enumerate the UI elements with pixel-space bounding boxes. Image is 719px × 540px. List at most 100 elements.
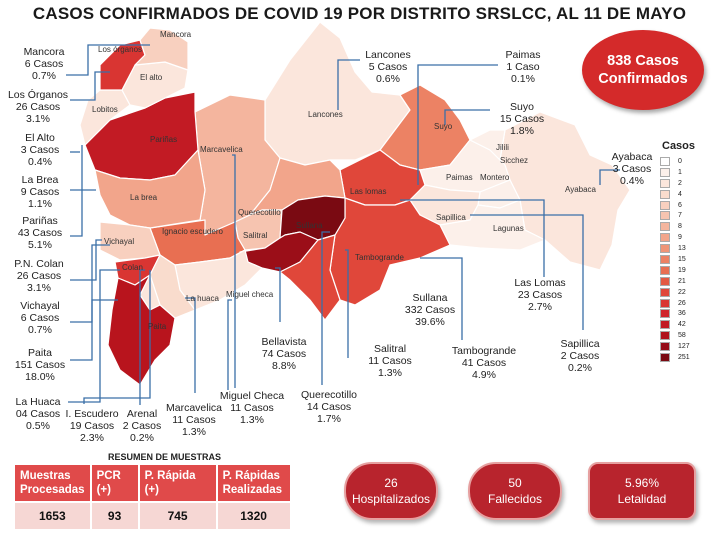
legend-swatch — [660, 167, 670, 177]
legend-item: 13 — [660, 243, 690, 254]
map-label-paimas: Paimas — [446, 173, 473, 182]
label-salitral: Salitral 11 Casos 1.3% — [368, 343, 412, 379]
legend-item: 8 — [660, 221, 690, 232]
resumen-header-row: Muestras Procesadas PCR (+) P. Rápida (+… — [15, 465, 290, 501]
value-pcr: 93 — [91, 503, 138, 529]
legend-item: 7 — [660, 210, 690, 221]
legend-label: 6 — [678, 201, 682, 209]
map-label-ayabaca: Ayabaca — [565, 185, 596, 194]
label-querecotillo: Querecotillo 14 Casos 1.7% — [300, 389, 358, 425]
legend-label: 8 — [678, 223, 682, 231]
district-la-brea — [94, 149, 206, 229]
legend-swatch — [660, 309, 670, 319]
label-paimas: Paimas 1 Caso 0.1% — [505, 49, 541, 85]
label-arenal: Arenal 2 Casos 0.2% — [122, 408, 162, 444]
map-label-marcavelica: Marcavelica — [200, 145, 243, 154]
total-cases-count: 838 Casos — [607, 53, 679, 69]
legend-item: 9 — [660, 232, 690, 243]
legend-label: 26 — [678, 299, 686, 307]
legend-label: 21 — [678, 277, 686, 285]
header-prapida: P. Rápida (+) — [139, 465, 216, 501]
map-label-lancones: Lancones — [308, 110, 343, 119]
legend-swatch — [660, 320, 670, 330]
map-label-mancora: Mancora — [160, 30, 192, 39]
district-paita — [107, 274, 176, 386]
map-label-salitral: Salitral — [243, 231, 268, 240]
resumen-value-row: 1653 93 745 1320 — [15, 503, 290, 529]
map-label-montero: Montero — [480, 173, 510, 182]
label-suyo: Suyo 15 Casos 1.8% — [499, 101, 545, 137]
label-elalto: El Alto 3 Casos 0.4% — [20, 132, 60, 168]
legend-swatch — [660, 254, 670, 264]
map-label-organos: Los órganos — [98, 45, 143, 54]
value-muestras: 1653 — [15, 503, 90, 529]
legend-label: 251 — [678, 353, 690, 361]
label-laslomas: Las Lomas 23 Casos 2.7% — [514, 277, 566, 313]
label-ayabaca: Ayabaca 3 Casos 0.4% — [611, 151, 653, 187]
hospitalizados-value: 26 — [384, 476, 398, 490]
legend-swatch — [660, 222, 670, 232]
legend-swatch — [660, 200, 670, 210]
label-sapillica: Sapillica 2 Casos 0.2% — [560, 338, 600, 374]
legend-label: 2 — [678, 179, 682, 187]
fallecidos-badge: 50 Fallecidos — [468, 462, 562, 520]
total-cases-badge: 838 Casos Confirmados — [582, 30, 704, 110]
letalidad-label: Letalidad — [617, 492, 667, 506]
legend-swatch — [660, 244, 670, 254]
map-label-sicchez: Sicchez — [500, 156, 529, 165]
map-label-laslomas: Las lomas — [350, 187, 387, 196]
resumen-title: RESUMEN DE MUESTRAS — [108, 452, 222, 462]
legend-item: 6 — [660, 200, 690, 211]
fallecidos-value: 50 — [508, 476, 522, 490]
label-miguelcheca: Miguel Checa 11 Casos 1.3% — [219, 390, 285, 426]
legend-label: 36 — [678, 310, 686, 318]
label-labrea: La Brea 9 Casos 1.1% — [20, 174, 60, 210]
label-bellavista: Bellavista 74 Casos 8.8% — [261, 336, 307, 372]
legend-label: 127 — [678, 343, 690, 351]
label-marcavelica: Marcavelica 11 Casos 1.3% — [165, 402, 223, 438]
legend-swatch — [660, 352, 670, 362]
label-organos: Los Órganos 26 Casos 3.1% — [7, 89, 69, 125]
legend-label: 58 — [678, 332, 686, 340]
fallecidos-label: Fallecidos — [487, 492, 543, 506]
label-sullana: Sullana 332 Casos 39.6% — [404, 292, 456, 328]
legend-item: 127 — [660, 341, 690, 352]
legend-swatch — [660, 342, 670, 352]
legend-label: 15 — [678, 255, 686, 263]
map-label-sullana: Sullana — [296, 221, 323, 230]
label-colan: P.N. Colan 26 Casos 3.1% — [14, 258, 64, 294]
map-label-querecotillo: Querecotillo — [238, 208, 281, 217]
label-paita: Paita 151 Casos 18.0% — [14, 347, 66, 383]
map-label-elalto: El alto — [140, 73, 163, 82]
legend-label: 22 — [678, 288, 686, 296]
legend-item: 21 — [660, 276, 690, 287]
label-lahuaca: La Huaca 04 Casos 0.5% — [15, 396, 61, 432]
legend-item: 251 — [660, 352, 690, 363]
map-label-parinas: Pariñas — [150, 135, 178, 144]
map-label-colan: Colan — [122, 263, 143, 272]
hospitalizados-label: Hospitalizados — [351, 492, 431, 506]
legend-item: 58 — [660, 330, 690, 341]
legend-item: 19 — [660, 265, 690, 276]
legend-item: 4 — [660, 189, 690, 200]
header-pcr: PCR (+) — [91, 465, 138, 501]
legend-item: 22 — [660, 287, 690, 298]
value-prapidas-realizadas: 1320 — [217, 503, 290, 529]
legend-label: 0 — [678, 157, 682, 165]
map-label-lobitos: Lobitos — [92, 105, 118, 114]
district-jilili — [469, 129, 506, 161]
map-label-paita: Paita — [148, 322, 167, 331]
legend-swatch — [660, 178, 670, 188]
map-label-lagunas: Lagunas — [493, 224, 524, 233]
district-sullana-south — [279, 234, 341, 321]
letalidad-badge: 5.96% Letalidad — [588, 462, 696, 520]
label-parinas: Pariñas 43 Casos 5.1% — [17, 215, 63, 251]
map-label-escudero: Ignacio escudero — [162, 227, 223, 236]
legend-item: 0 — [660, 156, 690, 167]
label-vichayal: Vichayal 6 Casos 0.7% — [20, 300, 60, 336]
legend-item: 42 — [660, 319, 690, 330]
total-cases-label: Confirmados — [598, 71, 688, 87]
legend-swatch — [660, 287, 670, 297]
label-tambogrande: Tambogrande 41 Casos 4.9% — [451, 345, 517, 381]
